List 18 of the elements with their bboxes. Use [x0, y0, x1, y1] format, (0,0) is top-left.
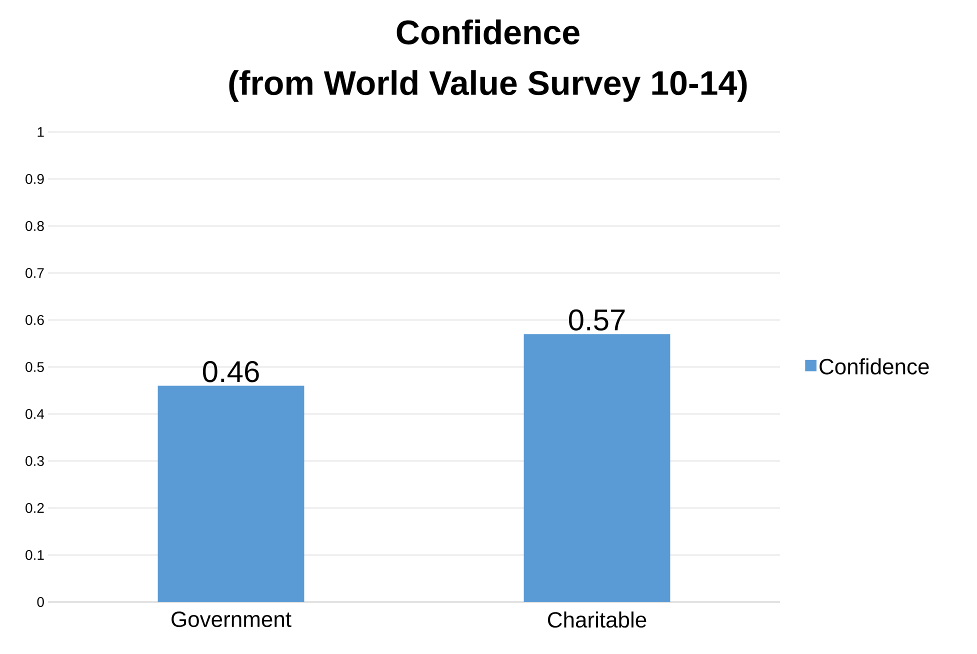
y-tick-label: 0.7	[26, 268, 44, 278]
y-tick-label: 0.9	[26, 174, 44, 184]
x-tick-label: Charitable	[548, 612, 646, 628]
y-tick-label: 0.3	[26, 456, 44, 466]
y-tick-label: 0.5	[26, 362, 44, 372]
y-tick-label: 0.1	[26, 550, 44, 560]
data-label: 0.46	[202, 361, 259, 382]
x-tick-label: Government	[172, 612, 292, 628]
legend-label: Confidence	[820, 358, 929, 374]
y-tick-label: 0	[37, 597, 44, 607]
y-tick-label: 0.8	[26, 221, 44, 231]
chart-subtitle: (from World Value Survey 10-14)	[229, 70, 747, 102]
y-tick-label: 0.6	[26, 315, 44, 325]
y-tick-label: 0.2	[26, 503, 44, 513]
y-tick-label: 1	[38, 127, 44, 137]
chart-title: Confidence	[396, 20, 580, 44]
data-label: 0.57	[568, 309, 625, 331]
y-tick-label: 0.4	[26, 409, 44, 419]
